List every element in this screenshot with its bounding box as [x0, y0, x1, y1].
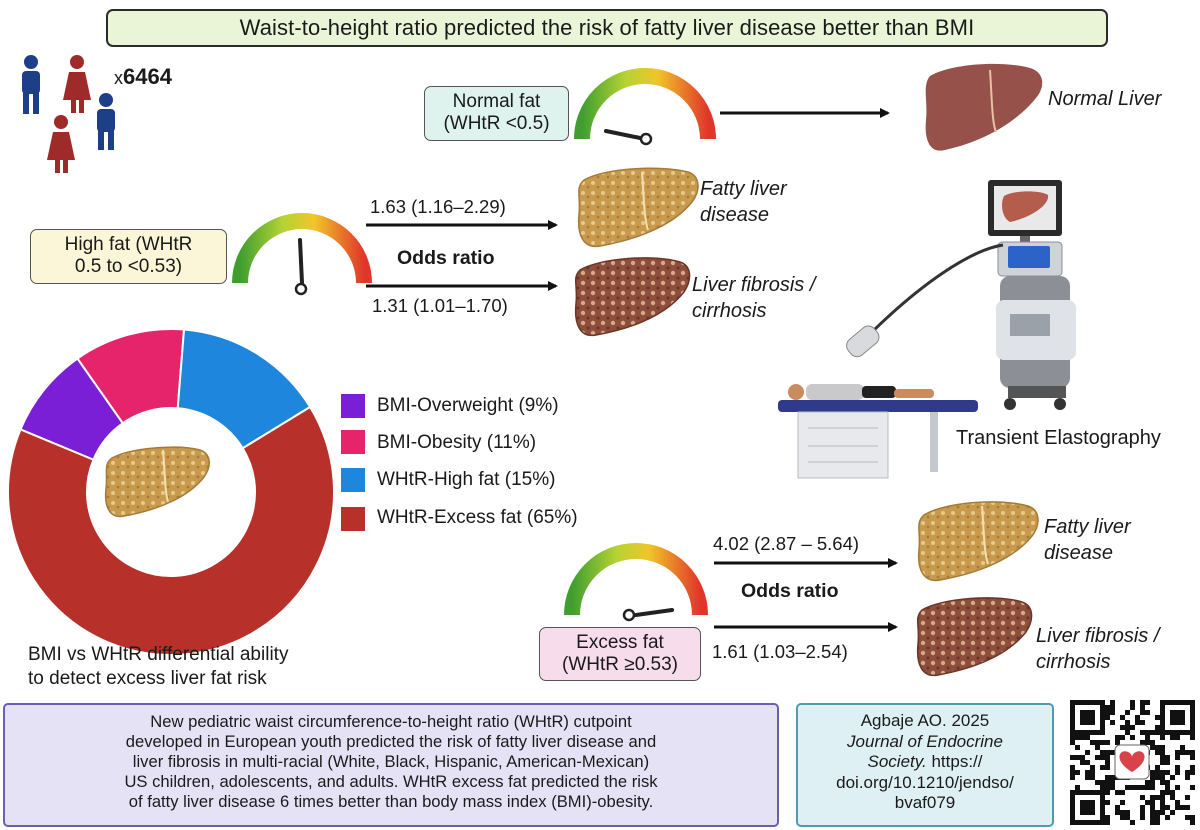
citation-url-part2[interactable]: doi.org/10.1210/jendso/ — [836, 772, 1014, 792]
citation-url-part1[interactable]: https:// — [926, 752, 983, 771]
high-fibrosis-outcome: Liver fibrosis / cirrhosis — [692, 272, 815, 324]
legend-label-excess-fat: WHtR-Excess fat (65%) — [377, 507, 578, 528]
legend-swatch-overweight — [341, 394, 365, 418]
high-fatty-line2: disease — [700, 204, 769, 226]
donut-chart — [7, 328, 335, 656]
participant-count: x6464 — [114, 64, 172, 90]
summary-line: New pediatric waist circumference-to-hei… — [150, 712, 632, 731]
high-fibrosis-or: 1.31 (1.01–1.70) — [372, 295, 508, 316]
excess-fat-label: Excess fat (WHtR ≥0.53) — [539, 627, 701, 681]
fibrotic-liver-icon — [574, 257, 691, 337]
excess-fibrosis-line1: Liver fibrosis / — [1036, 625, 1160, 647]
fatty-liver-icon — [917, 501, 1039, 582]
female-figure-icon — [47, 115, 75, 173]
legend-label-high-fat: WHtR-High fat (15%) — [377, 469, 556, 490]
summary-line: US children, adolescents, and adults. WH… — [124, 772, 658, 791]
qr-code — [1068, 698, 1197, 827]
high-fat-line1: High fat (WHtR — [64, 234, 193, 255]
excess-fatty-or: 4.02 (2.87 – 5.64) — [713, 533, 860, 554]
citation-url-part3[interactable]: bvaf079 — [894, 793, 956, 812]
fatty-liver-icon — [577, 167, 699, 248]
high-fat-line2: 0.5 to <0.53) — [74, 256, 183, 277]
elastography-label: Transient Elastography — [956, 427, 1161, 449]
citation-journal-line2: Society. — [867, 752, 927, 771]
chart-caption-line1: BMI vs WHtR differential ability — [28, 644, 289, 665]
female-figure-icon — [63, 55, 91, 113]
page-title: Waist-to-height ratio predicted the risk… — [106, 9, 1108, 47]
normal-liver-icon — [925, 63, 1043, 151]
legend-label-obesity: BMI-Obesity (11%) — [377, 432, 537, 453]
summary-line: of fatty liver disease 6 times better th… — [128, 792, 654, 811]
excess-fibrosis-outcome: Liver fibrosis / cirrhosis — [1036, 623, 1159, 675]
legend-item: BMI-Overweight (9%) — [377, 393, 578, 419]
high-fatty-or: 1.63 (1.16–2.29) — [370, 196, 506, 217]
excess-fat-line2: (WHtR ≥0.53) — [562, 654, 678, 675]
chart-legend: BMI-Overweight (9%) BMI-Obesity (11%) WH… — [377, 393, 578, 531]
donut-slice-excess-fat — [7, 405, 335, 656]
legend-item: BMI-Obesity (11%) — [377, 430, 578, 456]
patient-icon — [788, 384, 934, 400]
fibrotic-liver-icon — [916, 597, 1033, 677]
legend-swatch-obesity — [341, 430, 365, 454]
gauge-excess-icon — [564, 543, 708, 622]
citation-author: Agbaje AO. 2025 — [860, 711, 990, 730]
summary-box: New pediatric waist circumference-to-hei… — [3, 703, 779, 827]
summary-line: liver fibrosis in multi-racial (White, B… — [132, 752, 650, 771]
male-figure-icon — [22, 55, 40, 114]
high-fibrosis-line1: Liver fibrosis / — [692, 274, 816, 296]
heart-logo-icon — [1114, 744, 1150, 780]
gauge-high-icon — [232, 213, 372, 296]
high-fat-label: High fat (WHtR 0.5 to <0.53) — [30, 229, 227, 284]
high-fibrosis-line2: cirrhosis — [692, 300, 767, 322]
legend-swatch-excess-fat — [341, 507, 365, 531]
citation-journal-line1: Journal of Endocrine — [847, 731, 1003, 751]
normal-liver-label: Normal Liver — [1048, 88, 1162, 110]
citation-box: Agbaje AO. 2025 Journal of Endocrine Soc… — [796, 703, 1054, 827]
excess-fat-line1: Excess fat — [576, 632, 664, 653]
male-figure-icon — [97, 93, 115, 150]
chart-caption: BMI vs WHtR differential ability to dete… — [28, 643, 288, 691]
excess-odds-label: Odds ratio — [741, 580, 839, 602]
exam-table-icon — [778, 400, 978, 479]
excess-fatty-line1: Fatty liver — [1044, 516, 1131, 538]
excess-fibrosis-or: 1.61 (1.03–2.54) — [712, 641, 848, 662]
fatty-liver-icon — [104, 446, 210, 518]
chart-caption-line2: to detect excess liver fat risk — [28, 668, 267, 689]
legend-item: WHtR-Excess fat (65%) — [377, 505, 578, 531]
normal-fat-line2: (WHtR <0.5) — [443, 113, 550, 134]
gauge-normal-icon — [574, 68, 716, 146]
high-fatty-line1: Fatty liver — [700, 178, 787, 200]
excess-fatty-outcome: Fatty liver disease — [1044, 514, 1131, 566]
normal-fat-label: Normal fat (WHtR <0.5) — [424, 86, 569, 141]
excess-fatty-line2: disease — [1044, 542, 1113, 564]
legend-item: WHtR-High fat (15%) — [377, 467, 578, 493]
ultrasound-machine-icon — [846, 180, 1076, 410]
legend-label-overweight: BMI-Overweight (9%) — [377, 395, 559, 416]
high-odds-label: Odds ratio — [397, 247, 495, 269]
high-fatty-outcome: Fatty liver disease — [700, 176, 787, 228]
summary-line: developed in European youth predicted th… — [125, 732, 657, 751]
count-prefix: x — [114, 68, 123, 88]
excess-fibrosis-line2: cirrhosis — [1036, 651, 1111, 673]
normal-fat-line1: Normal fat — [452, 91, 541, 112]
legend-swatch-high-fat — [341, 468, 365, 492]
count-value: 6464 — [123, 64, 172, 89]
